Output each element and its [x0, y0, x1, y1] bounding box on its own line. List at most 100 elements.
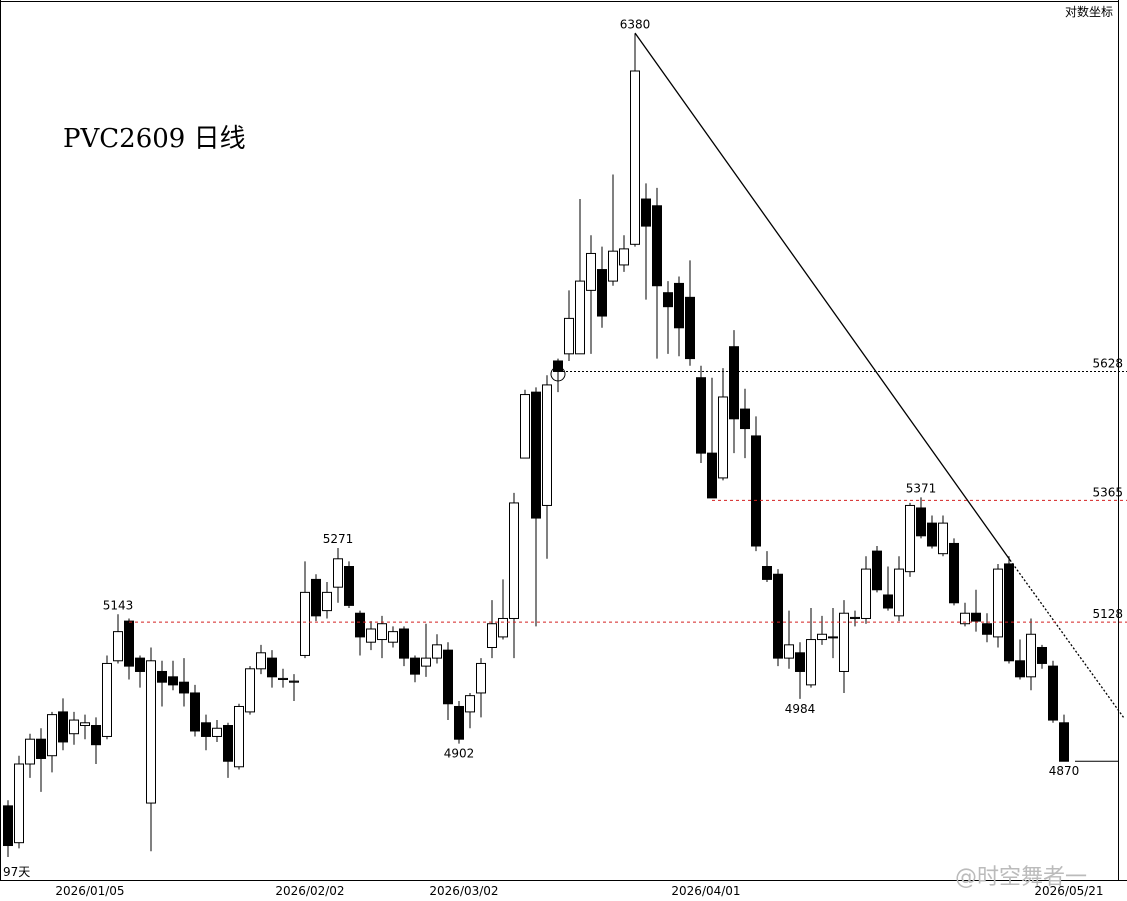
level-label: 5628	[1092, 356, 1123, 370]
x-tick-label: 2026/02/02	[275, 884, 344, 898]
x-tick-label: 2026/04/01	[671, 884, 740, 898]
up-candle-body	[828, 636, 838, 639]
down-candle-body	[971, 612, 981, 622]
up-candle-body	[322, 591, 332, 612]
down-candle-body	[267, 657, 277, 678]
down-candle-body	[531, 391, 541, 519]
up-candle-body	[300, 591, 310, 656]
down-candle-body	[168, 676, 178, 686]
up-candle-body	[366, 628, 376, 643]
down-candle-body	[795, 652, 805, 672]
down-candle-body	[982, 623, 992, 635]
down-candle-body	[179, 681, 189, 694]
down-candle-body	[762, 566, 772, 580]
down-candle-body	[707, 452, 717, 499]
down-candle-body	[410, 657, 420, 675]
chart-title: PVC2609 日线	[63, 124, 246, 154]
down-candle-body	[641, 198, 651, 227]
down-candle-body	[1048, 665, 1058, 721]
up-candle-body	[586, 252, 596, 291]
up-candle-body	[542, 384, 552, 506]
down-candle-body	[454, 705, 464, 740]
down-candle-body	[223, 725, 233, 762]
down-candle-body	[927, 522, 937, 547]
down-candle-body	[443, 649, 453, 705]
down-candle-body	[1059, 722, 1069, 762]
up-candle-body	[212, 727, 222, 737]
down-candle-body	[344, 566, 354, 606]
up-candle-body	[25, 738, 35, 765]
down-candle-body	[674, 282, 684, 329]
down-candle-body	[883, 594, 893, 609]
up-candle-body	[146, 660, 156, 804]
down-candle-body	[751, 435, 761, 547]
level-label: 5365	[1092, 485, 1123, 499]
up-candle-body	[256, 652, 266, 670]
price-annotation: 4984	[785, 702, 816, 716]
up-candle-body	[938, 522, 948, 555]
up-candle-body	[245, 668, 255, 713]
period-label: 97天	[3, 865, 30, 879]
down-candle-body	[58, 711, 68, 743]
up-candle-body	[839, 612, 849, 672]
price-annotation: 5371	[906, 481, 937, 495]
price-annotation: 5143	[103, 598, 134, 612]
up-candle-body	[630, 70, 640, 245]
up-candle-body	[377, 623, 387, 641]
up-candle-body	[388, 631, 398, 643]
up-candle-body	[784, 644, 794, 659]
down-candle-body	[3, 805, 13, 847]
down-candle-body	[652, 205, 662, 287]
down-candle-body	[685, 296, 695, 360]
watermark: @时空舞者一	[955, 865, 1087, 890]
up-candle-body	[14, 763, 24, 844]
down-candle-body	[553, 360, 563, 372]
up-candle-body	[575, 280, 585, 355]
price-annotation: 4870	[1049, 764, 1080, 778]
up-candle-body	[619, 248, 629, 266]
trend-line	[634, 32, 1011, 561]
down-candle-body	[36, 738, 46, 759]
down-candle-body	[663, 292, 673, 308]
up-candle-body	[806, 639, 816, 686]
x-tick-label: 2026/05/21	[1034, 884, 1103, 898]
down-candle-body	[157, 670, 167, 683]
up-candle-body	[817, 633, 827, 641]
down-candle-body	[1037, 646, 1047, 664]
down-candle-body	[773, 573, 783, 659]
up-candle-body	[432, 644, 442, 659]
up-candle-body	[476, 662, 486, 694]
down-candle-body	[872, 550, 882, 591]
up-candle-body	[289, 680, 299, 683]
down-candle-body	[1004, 563, 1014, 662]
down-candle-body	[597, 269, 607, 317]
down-candle-body	[916, 507, 926, 537]
up-candle-body	[80, 722, 90, 727]
up-candle-body	[608, 250, 618, 282]
up-candle-body	[333, 558, 343, 588]
down-candle-body	[355, 612, 365, 638]
scale-label: 对数坐标	[1065, 4, 1113, 19]
down-candle-body	[311, 578, 321, 617]
up-candle-body	[465, 695, 475, 713]
down-candle-body	[190, 692, 200, 732]
x-tick-label: 2026/03/02	[429, 884, 498, 898]
down-candle-body	[729, 346, 739, 420]
down-candle-body	[740, 408, 750, 430]
up-candle-body	[421, 657, 431, 667]
up-candle-body	[69, 719, 79, 735]
up-candle-body	[993, 568, 1003, 638]
up-candle-body	[520, 394, 530, 459]
price-annotation: 4902	[444, 747, 475, 761]
down-candle-body	[124, 620, 134, 667]
up-candle-body	[234, 705, 244, 768]
up-candle-body	[1026, 633, 1036, 678]
down-candle-body	[696, 377, 706, 454]
up-candle-body	[498, 617, 508, 638]
down-candle-body	[135, 657, 145, 672]
up-candle-body	[564, 317, 574, 355]
up-candle-body	[102, 662, 112, 737]
